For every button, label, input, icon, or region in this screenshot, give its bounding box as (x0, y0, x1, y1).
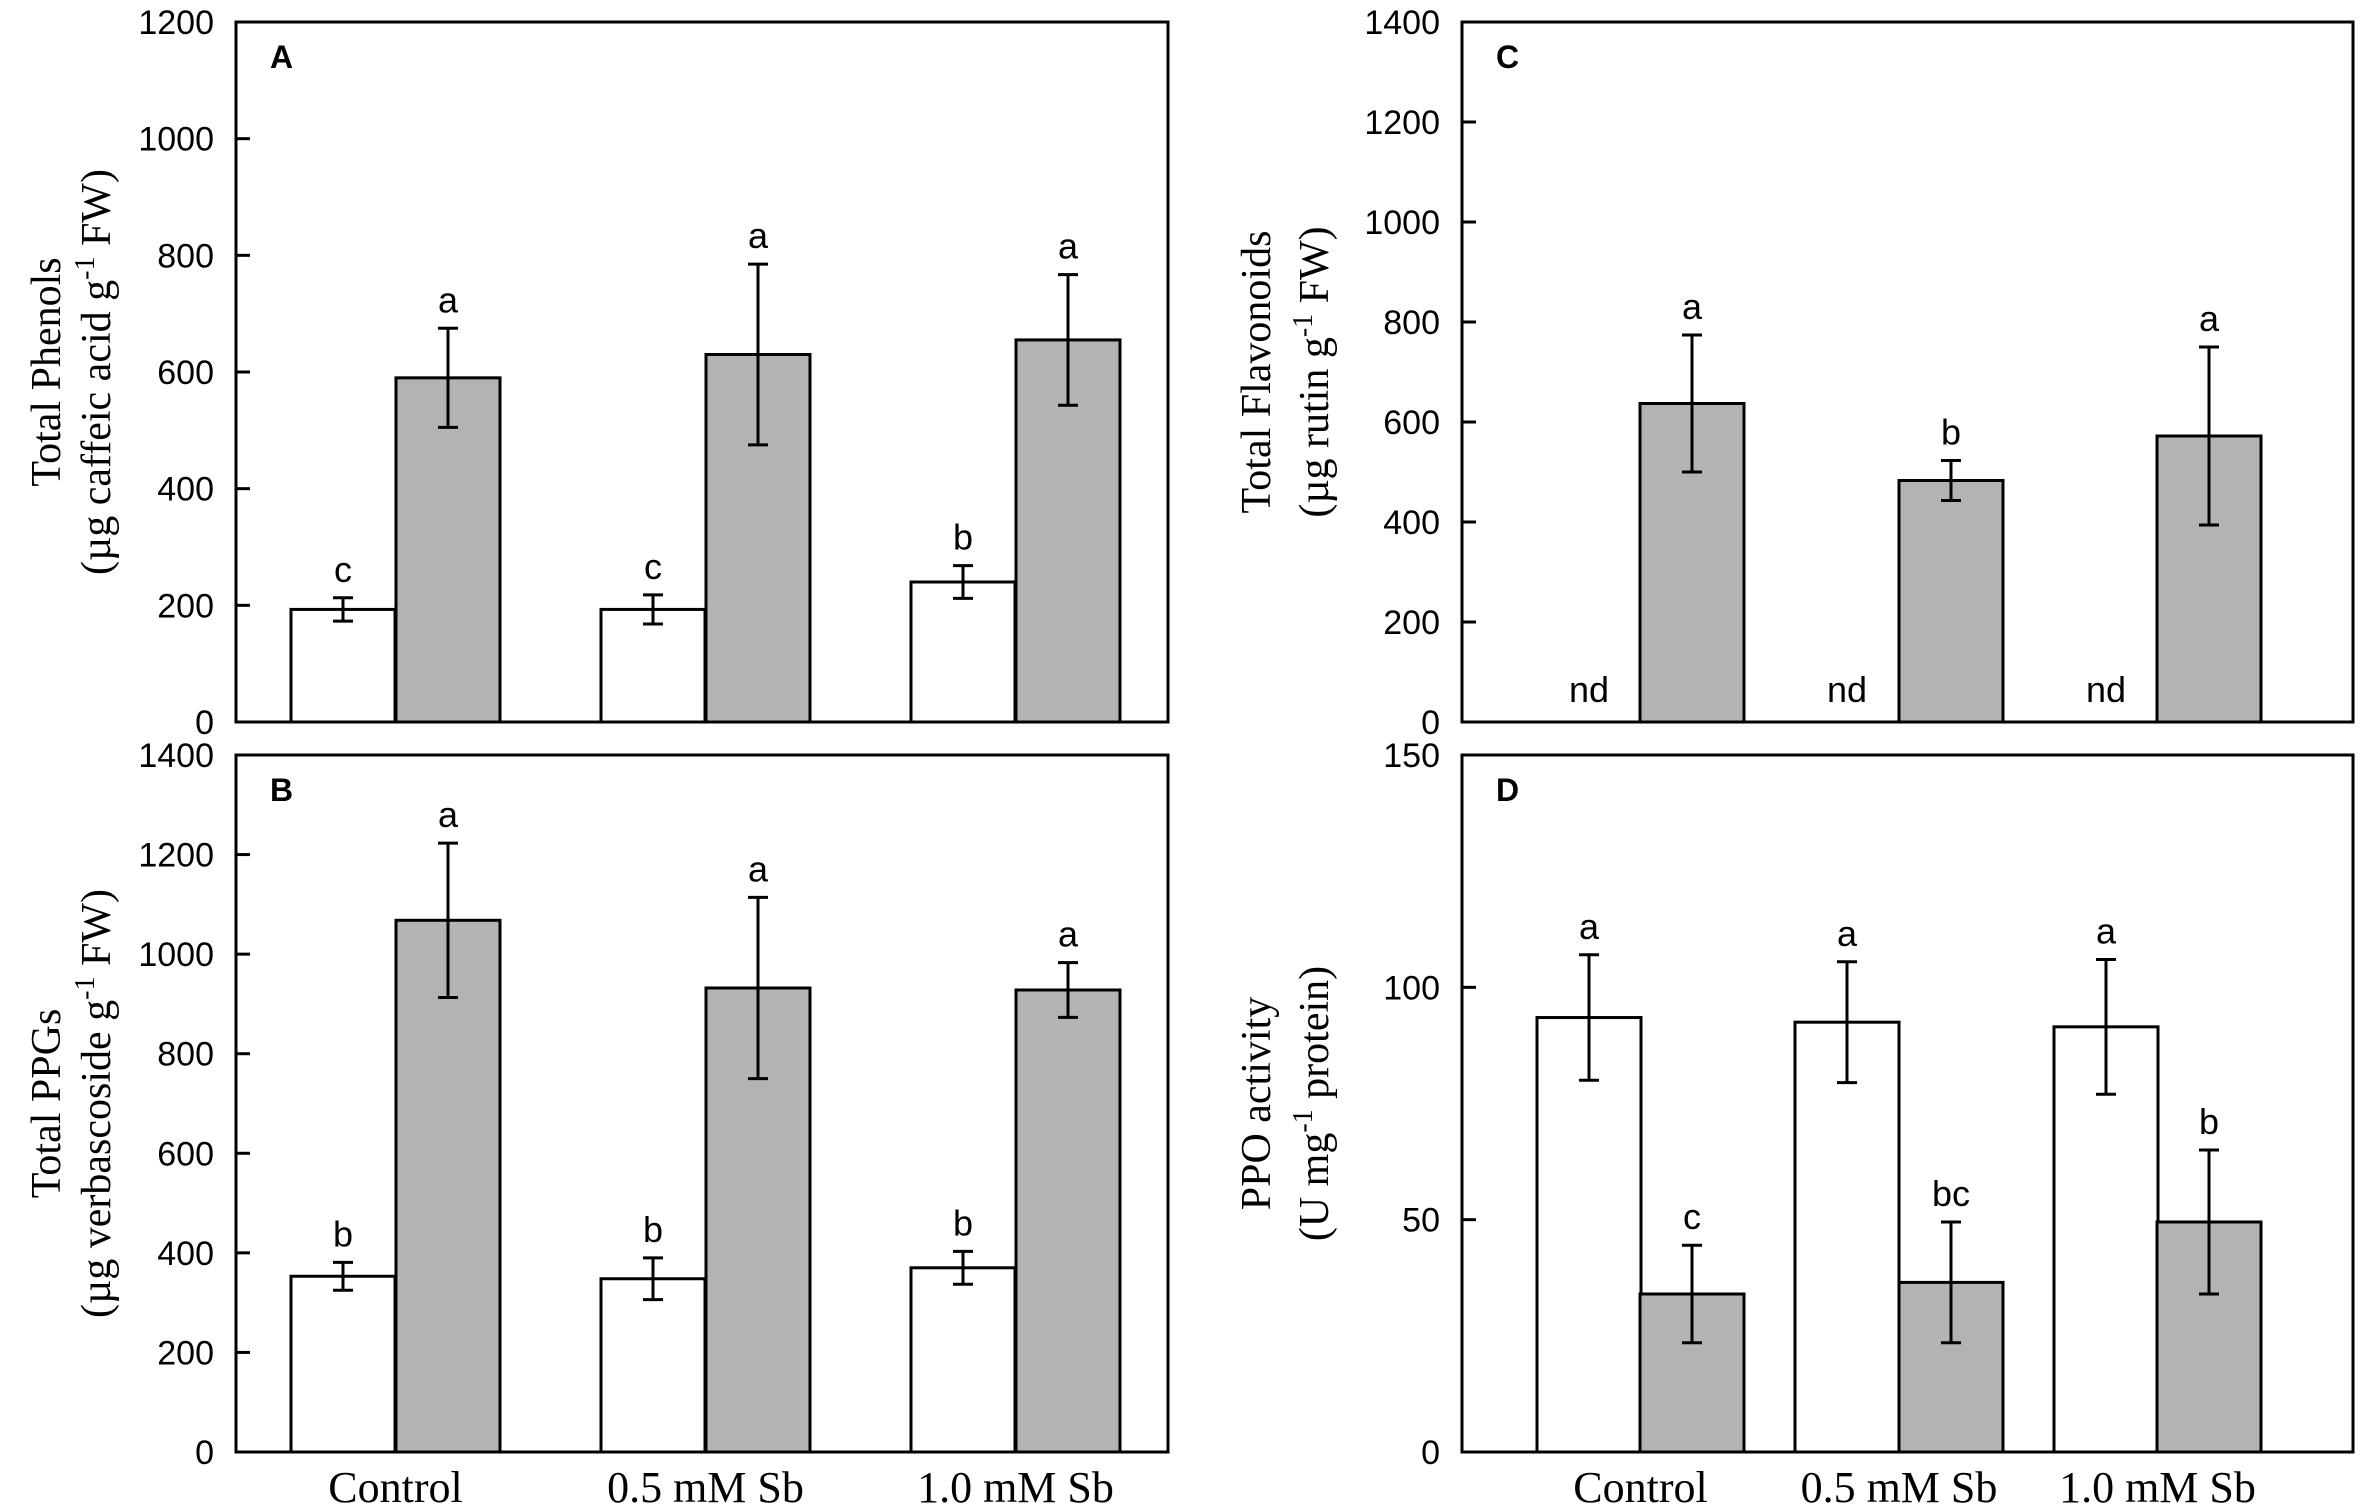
significance-label: b (2199, 1101, 2219, 1142)
y-tick-label: 600 (157, 1135, 214, 1173)
y-tick-label: 0 (1421, 1434, 1440, 1472)
bar-series-1-2 (909, 580, 1017, 724)
bar-series-2-2 (1014, 988, 1122, 1454)
significance-label: a (2096, 910, 2117, 951)
y-tick-label: 200 (1383, 604, 1440, 642)
y-tick-label: 800 (157, 237, 214, 275)
significance-label: a (1058, 226, 1079, 267)
y-axis-label-text: (µg caffeic acid g (74, 280, 120, 575)
y-tick-label: 200 (157, 587, 214, 625)
y-axis-label-line2: (µg rutin g-1 FW) (1288, 226, 1338, 517)
y-tick-label: 1000 (1364, 204, 1440, 242)
bar-series-1-1 (1793, 1020, 1901, 1454)
panel-letter: C (1496, 39, 1519, 75)
y-axis-label-text: (µg verbascoside g (74, 1000, 120, 1318)
significance-label: a (748, 215, 769, 256)
not-detected-label: nd (1569, 669, 1609, 710)
y-tick-label: 1000 (138, 936, 214, 974)
panel-a: 0 200 400 600 800 1000 1200 A Total Phenols (µg c… (24, 4, 1170, 742)
bar-series-1-2 (909, 1266, 1017, 1454)
y-axis-label-text: (U mg (1292, 1133, 1338, 1242)
y-tick-label: 0 (1421, 704, 1440, 742)
bar-series-1-0 (1535, 1016, 1643, 1454)
y-axis-label-line1: Total PPGs (24, 1009, 70, 1199)
y-axis-label-superscript: -1 (70, 977, 101, 1000)
y-tick-label: 50 (1402, 1202, 1440, 1240)
y-axis-label-line1: Total Flavonoids (1234, 231, 1280, 514)
not-detected-label: nd (1827, 669, 1867, 710)
y-tick-label: 400 (157, 471, 214, 509)
y-tick-label: 0 (195, 1434, 214, 1472)
significance-label: b (953, 517, 973, 558)
significance-label: a (2199, 298, 2220, 339)
y-tick-label: 0 (195, 704, 214, 742)
significance-label: c (1683, 1196, 1701, 1237)
y-tick-label: 1200 (138, 4, 214, 42)
y-axis-label-line1: Total Phenols (24, 257, 70, 486)
y-axis-label-line2: (U mg-1 protein) (1288, 966, 1338, 1241)
significance-label: c (334, 549, 352, 590)
y-axis-label-superscript: -1 (1288, 1109, 1319, 1132)
significance-label: a (438, 279, 459, 320)
y-axis-label-line2: (µg verbascoside g-1 FW) (70, 889, 120, 1318)
x-category-label: 0.5 mM Sb (607, 1463, 804, 1511)
panel-letter: D (1496, 772, 1519, 808)
y-axis-label-unit: FW) (74, 889, 120, 977)
y-axis-label-line2: (µg caffeic acid g-1 FW) (70, 169, 120, 575)
bar-series-1-0 (289, 1274, 397, 1454)
significance-label: a (748, 848, 769, 889)
significance-label: b (643, 1209, 663, 1250)
y-tick-label: 150 (1383, 737, 1440, 775)
significance-label: b (953, 1202, 973, 1243)
y-tick-label: 600 (157, 354, 214, 392)
bar-series-1-1 (599, 607, 707, 724)
panel-c: 0 200 400 600 800 1000 1200 1400 C Total Flavonoi… (1234, 4, 2355, 742)
bar-series-2-1 (1897, 479, 2005, 724)
significance-label: c (644, 546, 662, 587)
y-tick-label: 200 (157, 1334, 214, 1372)
significance-label: a (1682, 286, 1703, 327)
significance-label: bc (1932, 1173, 1970, 1214)
panel-letter: A (270, 39, 293, 75)
y-axis-label-superscript: -1 (1288, 314, 1319, 337)
y-tick-label: 1200 (138, 837, 214, 875)
y-tick-label: 600 (1383, 404, 1440, 442)
significance-label: a (1837, 913, 1858, 954)
not-detected-label: nd (2086, 669, 2126, 710)
y-tick-label: 400 (157, 1235, 214, 1273)
significance-label: a (1058, 914, 1079, 955)
y-tick-label: 1000 (138, 121, 214, 159)
y-axis-label-unit: protein) (1292, 966, 1338, 1109)
x-category-label: Control (328, 1463, 462, 1511)
significance-label: a (438, 794, 459, 835)
y-axis-label-unit: FW) (1292, 226, 1338, 314)
y-axis-label-line1: PPO activity (1234, 997, 1280, 1211)
bar-series-1-0 (289, 607, 397, 724)
y-tick-label: 800 (157, 1036, 214, 1074)
y-tick-label: 100 (1383, 969, 1440, 1007)
y-tick-label: 1200 (1364, 104, 1440, 142)
x-category-label: 1.0 mM Sb (917, 1463, 1114, 1511)
bar-series-1-1 (599, 1277, 707, 1454)
y-axis-label-superscript: -1 (70, 257, 101, 280)
y-tick-label: 1400 (1364, 4, 1440, 42)
y-tick-label: 800 (1383, 304, 1440, 342)
x-category-label: 0.5 mM Sb (1801, 1463, 1998, 1511)
y-axis-label-unit: FW) (74, 169, 120, 257)
panel-letter: B (270, 772, 293, 808)
significance-label: b (1941, 412, 1961, 453)
bar-series-2-0 (394, 918, 502, 1454)
y-axis-label-text: (µg rutin g (1292, 337, 1338, 518)
x-category-label: 1.0 mM Sb (2059, 1463, 2256, 1511)
bar-series-2-0 (394, 376, 502, 724)
y-tick-label: 400 (1383, 504, 1440, 542)
y-tick-label: 1400 (138, 737, 214, 775)
x-category-label: Control (1573, 1463, 1707, 1511)
significance-label: b (333, 1213, 353, 1254)
panel-b: 0 200 400 600 800 1000 1200 1400 B Total PPGs (µg … (24, 737, 1170, 1511)
significance-label: a (1579, 906, 1600, 947)
